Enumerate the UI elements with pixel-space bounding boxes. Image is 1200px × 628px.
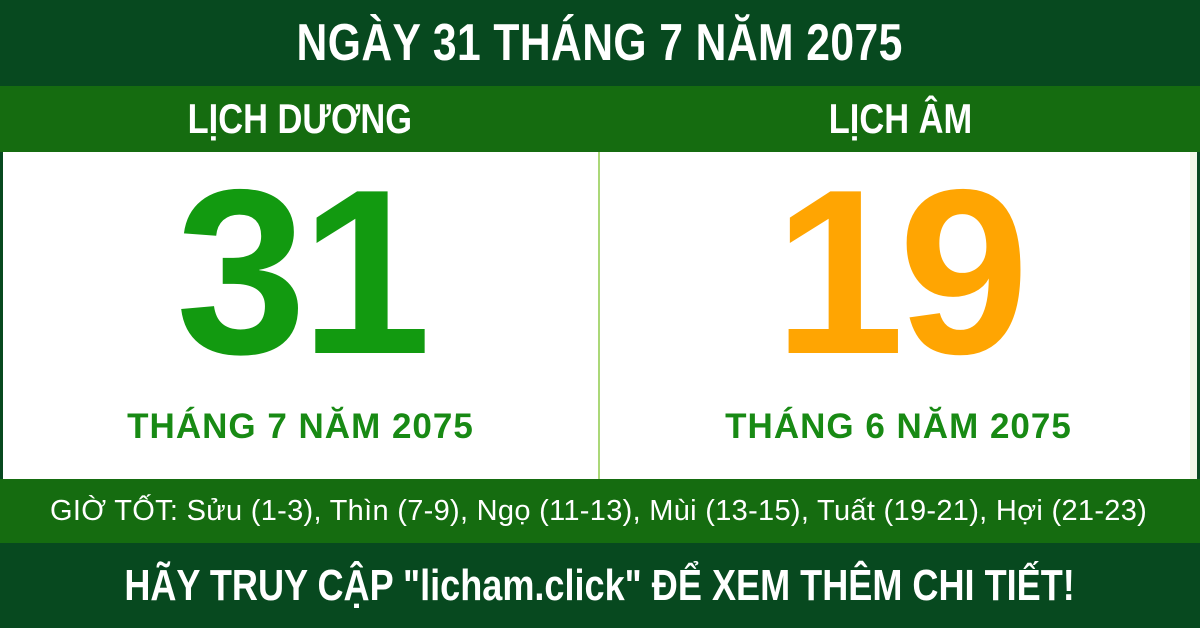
calendar-type-labels-bar: LỊCH DƯƠNG LỊCH ÂM	[0, 86, 1200, 152]
date-header-bar: NGÀY 31 THÁNG 7 NĂM 2075	[0, 0, 1200, 86]
lunar-day-number: 19	[773, 140, 1029, 403]
date-header-title: NGÀY 31 THÁNG 7 NĂM 2075	[296, 14, 904, 72]
footer-cta-text: HÃY TRUY CẬP "licham.click" ĐỂ XEM THÊM …	[124, 560, 1076, 610]
good-hours-text: GIỜ TỐT: Sửu (1-3), Thìn (7-9), Ngọ (11-…	[50, 494, 1148, 527]
lunar-calendar-label-cell: LỊCH ÂM	[600, 86, 1200, 152]
lunar-calendar-column: 19 THÁNG 6 NĂM 2075	[600, 152, 1197, 479]
calendar-card: 31 THÁNG 7 NĂM 2075 19 THÁNG 6 NĂM 2075	[0, 152, 1200, 479]
lunar-calendar-label: LỊCH ÂM	[828, 95, 972, 142]
good-hours-bar: GIỜ TỐT: Sửu (1-3), Thìn (7-9), Ngọ (11-…	[0, 479, 1200, 543]
footer-cta-bar: HÃY TRUY CẬP "licham.click" ĐỂ XEM THÊM …	[0, 543, 1200, 628]
solar-month-year: THÁNG 7 NĂM 2075	[127, 407, 474, 446]
lunar-month-year: THÁNG 6 NĂM 2075	[725, 407, 1072, 446]
solar-day-number: 31	[175, 140, 431, 403]
solar-calendar-label-cell: LỊCH DƯƠNG	[0, 86, 600, 152]
solar-calendar-column: 31 THÁNG 7 NĂM 2075	[3, 152, 600, 479]
solar-calendar-label: LỊCH DƯƠNG	[187, 95, 413, 142]
